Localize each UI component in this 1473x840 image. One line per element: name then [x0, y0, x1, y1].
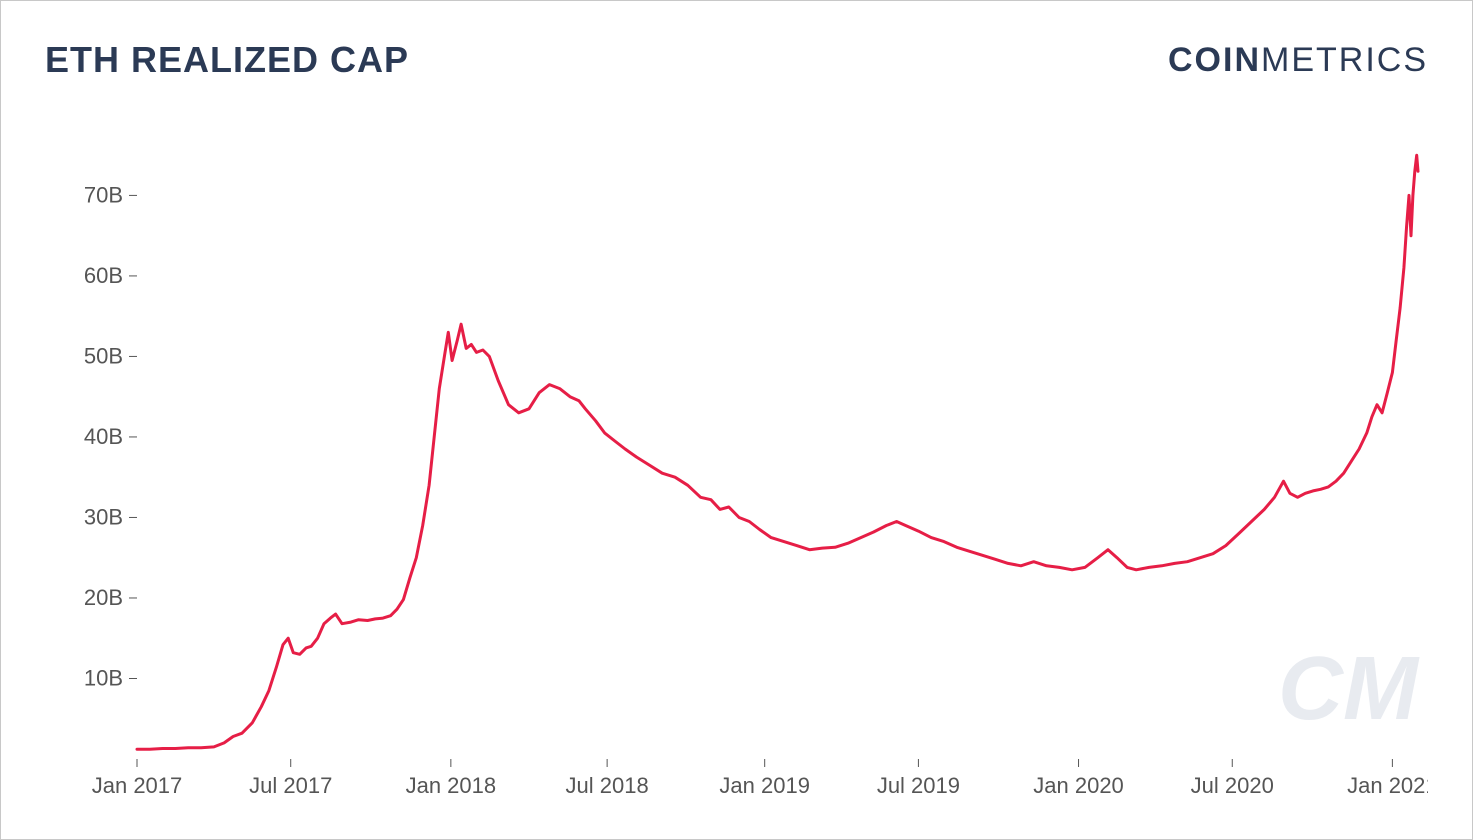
line-chart-svg: CM 10B 20B 30B 40B 50B 60B 70B Jan 2017 Jul 2017 J… [45, 121, 1428, 809]
y-tick-label: 10B [84, 665, 123, 690]
x-tick-label: Jan 2017 [92, 773, 183, 798]
y-tick-label: 40B [84, 424, 123, 449]
plot-area: CM 10B 20B 30B 40B 50B 60B 70B Jan 2017 Jul 2017 J… [45, 121, 1428, 809]
x-tick-label: Jan 2021 [1347, 773, 1428, 798]
x-tick-label: Jul 2019 [877, 773, 960, 798]
y-tick-label: 60B [84, 263, 123, 288]
x-tick-label: Jul 2017 [249, 773, 332, 798]
watermark: CM [1278, 639, 1420, 739]
brand-bold: COIN [1168, 41, 1261, 79]
chart-card: ETH REALIZED CAP COINMETRICS CM 10B 20B 30B… [0, 0, 1473, 840]
x-tick-label: Jan 2019 [719, 773, 810, 798]
brand-logo: COINMETRICS [1168, 41, 1428, 80]
x-tick-label: Jul 2020 [1191, 773, 1274, 798]
brand-light: METRICS [1261, 41, 1428, 79]
y-tick-label: 30B [84, 504, 123, 529]
series-line [137, 155, 1418, 749]
y-tick-label: 50B [84, 343, 123, 368]
chart-header: ETH REALIZED CAP COINMETRICS [45, 39, 1428, 81]
x-tick-label: Jan 2020 [1033, 773, 1124, 798]
x-tick-label: Jul 2018 [566, 773, 649, 798]
y-tick-label: 70B [84, 182, 123, 207]
x-tick-label: Jan 2018 [406, 773, 497, 798]
chart-title: ETH REALIZED CAP [45, 39, 409, 81]
y-tick-label: 20B [84, 585, 123, 610]
